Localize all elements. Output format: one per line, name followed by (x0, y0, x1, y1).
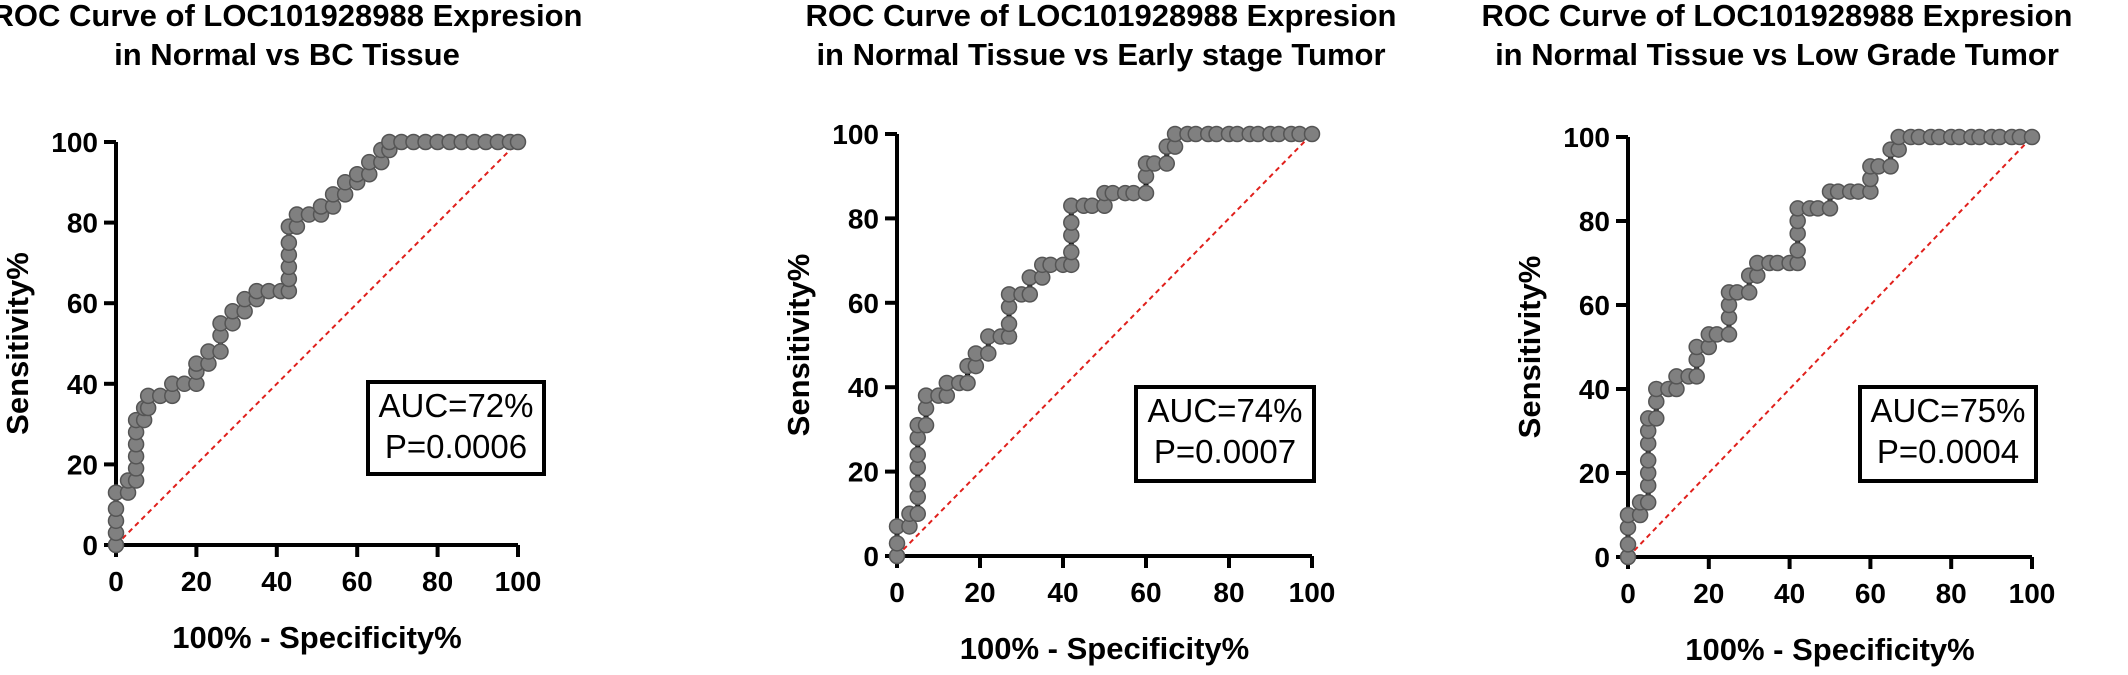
roc-point (1740, 284, 1758, 301)
roc-chart-3: ROC Curve of LOC101928988 Expresion in No… (1482, 0, 2073, 667)
y-tick-label: 40 (848, 372, 879, 403)
roc-point (1720, 326, 1738, 343)
y-tick-label: 40 (67, 369, 98, 400)
y-axis-title: Sensitivity% (1512, 256, 1547, 439)
x-axis-title: 100% - Specificity% (960, 631, 1249, 666)
roc-point (888, 535, 906, 552)
x-axis-title: 100% - Specificity% (1685, 632, 1974, 667)
roc-point (1021, 286, 1039, 303)
chart-title: ROC Curve of LOC101928988 Expresion (0, 0, 582, 33)
roc-chart-1: ROC Curve of LOC101928988 Expresion in No… (0, 0, 582, 655)
x-tick-label: 20 (964, 577, 995, 608)
roc-point (1882, 158, 1899, 175)
reference-diagonal-line (115, 141, 519, 546)
roc-point (1000, 315, 1018, 333)
x-tick-label: 40 (261, 566, 292, 597)
x-tick-label: 80 (1213, 577, 1244, 608)
p-value-label: P=0.0006 (385, 428, 527, 465)
roc-point (1303, 125, 1321, 143)
x-tick-label: 20 (181, 566, 212, 597)
x-axis-title: 100% - Specificity% (172, 620, 461, 655)
roc-point (1137, 184, 1155, 202)
p-value-label: P=0.0004 (1877, 433, 2019, 470)
roc-markers (1619, 128, 2041, 566)
y-axis-title: Sensitivity% (781, 254, 816, 437)
y-tick-label: 40 (1579, 374, 1610, 405)
y-tick-label: 80 (848, 203, 879, 234)
x-tick-label: 40 (1774, 578, 1805, 609)
roc-markers (107, 133, 527, 554)
p-value-label: P=0.0007 (1154, 433, 1296, 470)
roc-point (980, 345, 997, 362)
chart-subtitle: in Normal Tissue vs Early stage Tumor (816, 37, 1385, 72)
roc-point (909, 446, 926, 463)
x-tick-label: 0 (108, 566, 124, 597)
y-tick-label: 60 (1579, 290, 1610, 321)
roc-point (909, 476, 926, 493)
x-tick-label: 60 (1855, 578, 1886, 609)
auc-label: AUC=74% (1148, 392, 1303, 429)
y-tick-label: 100 (51, 127, 98, 158)
roc-point (1821, 200, 1839, 217)
roc-point (1619, 536, 1637, 553)
roc-point (280, 234, 298, 251)
roc-point (212, 343, 229, 360)
chart-subtitle: in Normal Tissue vs Low Grade Tumor (1495, 37, 2059, 72)
roc-point (1639, 452, 1657, 469)
roc-point (1688, 368, 1705, 385)
roc-point (1158, 155, 1175, 172)
x-tick-label: 100 (1289, 577, 1336, 608)
roc-point (1789, 242, 1806, 259)
roc-point (909, 505, 926, 523)
roc-point (107, 500, 125, 517)
x-tick-label: 20 (1693, 578, 1724, 609)
roc-point (509, 133, 527, 151)
x-tick-label: 60 (1130, 577, 1161, 608)
auc-label: AUC=72% (379, 387, 534, 424)
y-tick-label: 0 (863, 541, 879, 572)
y-axis-title: Sensitivity% (0, 252, 35, 435)
roc-point (1639, 494, 1657, 511)
x-tick-label: 0 (1620, 578, 1636, 609)
y-tick-label: 100 (1563, 122, 1610, 153)
x-tick-label: 80 (1936, 578, 1967, 609)
roc-point (959, 374, 976, 392)
x-tick-label: 80 (422, 566, 453, 597)
x-tick-label: 60 (342, 566, 373, 597)
chart-subtitle: in Normal vs BC Tissue (114, 37, 460, 72)
y-tick-label: 100 (832, 119, 879, 150)
annotation-box (366, 380, 546, 476)
roc-point (1063, 214, 1080, 231)
y-tick-label: 60 (67, 288, 98, 319)
y-tick-label: 20 (1579, 458, 1610, 489)
y-tick-label: 20 (848, 457, 879, 488)
x-tick-label: 100 (495, 566, 542, 597)
annotation-box (1858, 385, 2038, 483)
y-tick-label: 20 (67, 449, 98, 480)
auc-label: AUC=75% (1871, 392, 2026, 429)
roc-point (2023, 128, 2041, 146)
x-tick-label: 40 (1047, 577, 1078, 608)
reference-diagonal-line (1627, 136, 2033, 558)
y-tick-label: 60 (848, 288, 879, 319)
roc-point (1063, 243, 1080, 261)
y-tick-label: 0 (1594, 542, 1610, 573)
x-tick-label: 100 (2009, 578, 2056, 609)
y-tick-label: 80 (67, 208, 98, 239)
roc-point (917, 416, 935, 434)
annotation-box (1134, 385, 1316, 483)
chart-title: ROC Curve of LOC101928988 Expresion (1482, 0, 2073, 33)
roc-point (1648, 410, 1665, 427)
chart-title: ROC Curve of LOC101928988 Expresion (806, 0, 1397, 33)
x-tick-label: 0 (889, 577, 905, 608)
roc-markers (888, 125, 1321, 565)
roc-chart-2: ROC Curve of LOC101928988 Expresion in No… (781, 0, 1396, 666)
y-tick-label: 0 (82, 530, 98, 561)
y-tick-label: 80 (1579, 206, 1610, 237)
